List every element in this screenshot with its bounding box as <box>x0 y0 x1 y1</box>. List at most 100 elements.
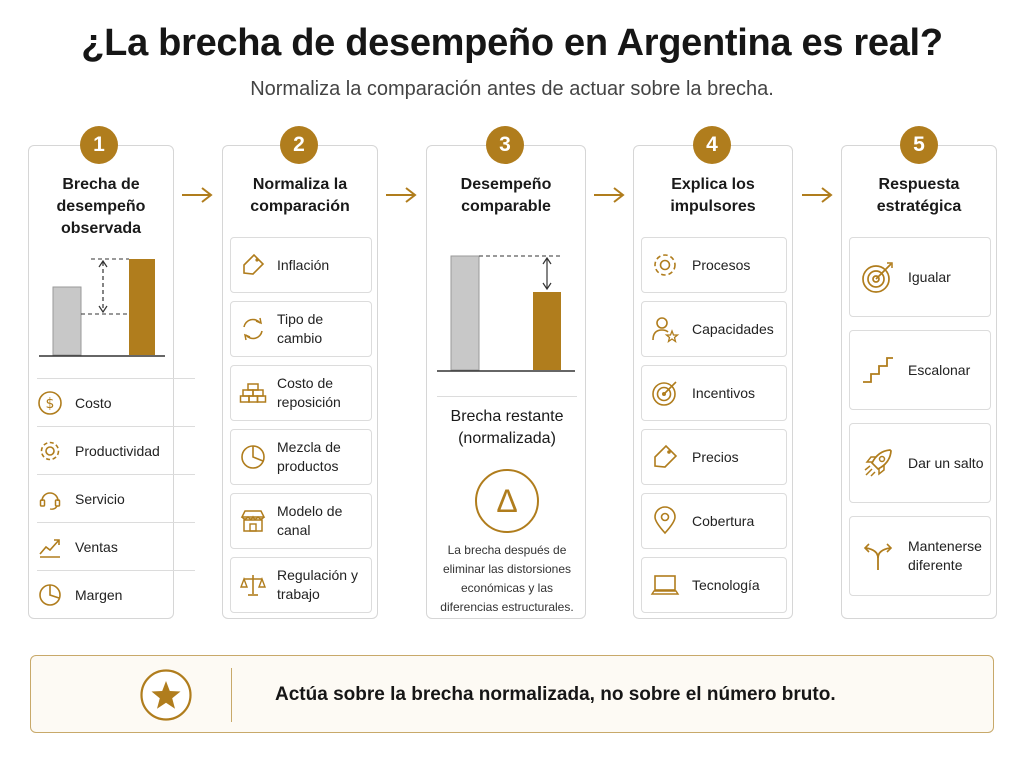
step-2-title: Normaliza la comparación <box>250 176 350 215</box>
comparable-gap-chart <box>437 255 575 372</box>
step-5-card: Respuesta estratégica Igualar Escalonar … <box>841 145 997 619</box>
step-2-card: Normaliza la comparación Inflación Tipo … <box>222 145 378 619</box>
step-2-item-label: Inflación <box>277 256 330 273</box>
step-4-card: Explica los impulsores Procesos Capacida… <box>633 145 793 619</box>
observed-gap-chart <box>39 258 165 357</box>
star-icon <box>140 669 192 721</box>
step-3-divider <box>437 396 577 397</box>
step-2-item-channel: Modelo de canal <box>230 493 372 549</box>
step-5-item-stagger: Escalonar <box>849 330 991 410</box>
step-1-item-label: Ventas <box>75 538 118 555</box>
banner-divider <box>231 668 232 722</box>
step-1-item-service: Servicio <box>37 474 195 522</box>
step-1-item-margin: Margen <box>37 570 195 618</box>
step-1-item-productivity: Productividad <box>37 426 195 474</box>
step-1-item-label: Servicio <box>75 490 125 507</box>
step-3-title: Desempeño comparable <box>460 176 552 215</box>
step-4-item-coverage: Cobertura <box>641 493 787 549</box>
step-2-item-label: Costo de reposición <box>277 375 341 410</box>
remaining-gap-title: Brecha restante <box>450 408 564 425</box>
banner-text: Actúa sobre la brecha normalizada, no so… <box>275 684 836 705</box>
step-4-item-capabilities: Capacidades <box>641 301 787 357</box>
svg-text:$: $ <box>46 396 55 412</box>
bricks-icon <box>239 383 267 403</box>
observed-bar-argentina <box>52 286 82 356</box>
comparable-bar-benchmark <box>533 292 561 370</box>
step-4-item-prices: Precios <box>641 429 787 485</box>
step-5-item-label: Dar un salto <box>908 454 984 471</box>
step-4-item-label: Precios <box>692 448 739 465</box>
stairs-icon <box>863 357 893 383</box>
split-arrows-icon <box>863 543 893 570</box>
target-icon <box>652 381 677 406</box>
step-2-item-regulation: Regulación y trabajo <box>230 557 372 613</box>
pie-chart-icon <box>241 445 265 469</box>
page-subtitle: Normaliza la comparación antes de actuar… <box>250 78 774 100</box>
person-star-icon <box>652 317 680 344</box>
step-2-item-label: Tipo de cambio <box>277 311 324 346</box>
observed-bar-benchmark <box>129 259 155 355</box>
dollar-icon: $ <box>38 390 62 415</box>
comparable-bar-argentina <box>450 255 480 371</box>
step-4-item-processes: Procesos <box>641 237 787 293</box>
step-1-badge: 1 <box>80 126 118 164</box>
flow-arrow-4 <box>802 187 833 203</box>
storefront-icon <box>240 510 266 532</box>
page-title: ¿La brecha de desempeño en Argentina es … <box>81 22 943 64</box>
delta-icon: Δ <box>475 469 539 533</box>
flow-arrow-1 <box>182 187 213 203</box>
step-4-title: Explica los impulsores <box>670 176 756 215</box>
step-2-item-replacement: Costo de reposición <box>230 365 372 421</box>
step-4-item-incentives: Incentivos <box>641 365 787 421</box>
takeaway-banner: Actúa sobre la brecha normalizada, no so… <box>30 655 994 733</box>
step-4-item-label: Tecnología <box>692 576 760 593</box>
step-4-item-label: Incentivos <box>692 384 756 401</box>
target-arrow-icon <box>862 262 893 293</box>
step-5-item-stay-different: Mantenerse diferente <box>849 516 991 596</box>
step-2-item-label: Regulación y trabajo <box>277 567 358 602</box>
step-2-badge: 2 <box>280 126 318 164</box>
step-5-title: Respuesta estratégica <box>876 176 962 215</box>
price-tag-icon <box>654 444 678 468</box>
remaining-gap-subtitle: (normalizada) <box>458 430 556 447</box>
step-1-item-label: Costo <box>75 394 112 411</box>
flow-arrow-2 <box>386 187 417 203</box>
price-tag-icon <box>243 253 265 275</box>
step-4-item-label: Capacidades <box>692 320 774 337</box>
location-pin-icon <box>654 506 676 535</box>
step-3-card: Desempeño comparable Brecha restante (no… <box>426 145 586 619</box>
step-5-item-label: Igualar <box>908 268 951 285</box>
pie-chart-icon <box>39 583 61 606</box>
step-1-item-sales: Ventas <box>37 522 195 570</box>
remaining-gap-description: La brecha después de eliminar las distor… <box>440 543 574 614</box>
laptop-icon <box>650 575 680 595</box>
step-1-item-label: Margen <box>75 586 123 603</box>
step-1-item-label: Productividad <box>75 442 160 459</box>
step-2-item-label: Modelo de canal <box>277 503 343 538</box>
step-4-item-technology: Tecnología <box>641 557 787 613</box>
headset-icon <box>39 491 61 510</box>
step-2-item-product-mix: Mezcla de productos <box>230 429 372 485</box>
step-4-item-label: Procesos <box>692 256 751 273</box>
gear-icon <box>654 254 676 276</box>
step-3-badge: 3 <box>486 126 524 164</box>
step-1-item-cost: $ Costo <box>37 378 195 426</box>
step-1-title: Brecha de desempeño observada <box>56 176 146 237</box>
step-5-item-label: Escalonar <box>908 361 971 378</box>
step-1-card: Brecha de desempeño observada $ Costo Pr… <box>28 145 195 619</box>
growth-chart-icon <box>39 538 60 558</box>
flow-arrow-3 <box>594 187 625 203</box>
step-2-item-inflation: Inflación <box>230 237 372 293</box>
step-5-badge: 5 <box>900 126 938 164</box>
scales-icon <box>239 575 267 596</box>
gear-icon <box>40 441 60 460</box>
step-5-item-match: Igualar <box>849 237 991 317</box>
step-4-item-label: Cobertura <box>692 512 755 529</box>
exchange-icon <box>243 317 263 341</box>
step-2-item-exchange: Tipo de cambio <box>230 301 372 357</box>
step-5-item-leap: Dar un salto <box>849 423 991 503</box>
step-5-item-label: Mantenerse diferente <box>908 538 982 573</box>
rocket-icon <box>864 449 892 477</box>
step-2-item-label: Mezcla de productos <box>277 439 341 474</box>
step-4-badge: 4 <box>693 126 731 164</box>
